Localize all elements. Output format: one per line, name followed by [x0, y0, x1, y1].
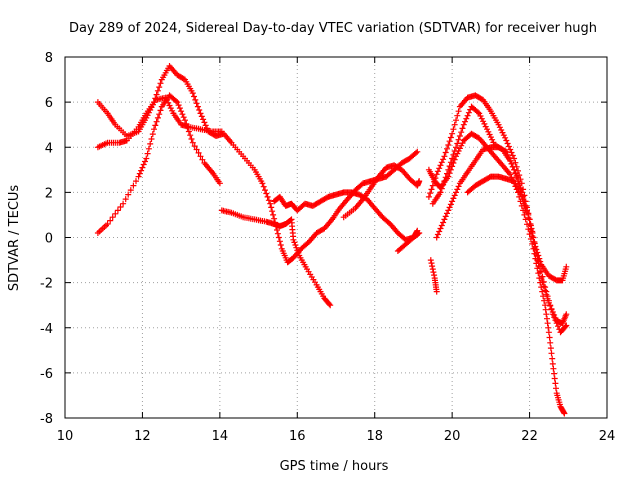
- data-series-track-5: [271, 189, 423, 243]
- data-point-markers: [271, 189, 423, 243]
- x-tick-label: 14: [212, 429, 229, 444]
- grid-layer: [65, 57, 607, 418]
- data-series-track-6: [340, 162, 423, 221]
- y-tick-label: 0: [45, 232, 53, 247]
- y-tick-label: 6: [45, 96, 53, 111]
- data-point-markers: [464, 173, 529, 214]
- y-tick-label: -6: [40, 367, 53, 382]
- data-point-markers: [394, 227, 421, 254]
- y-tick-label: 4: [45, 141, 53, 156]
- data-point-markers: [218, 207, 334, 309]
- data-layer: [94, 63, 570, 417]
- x-tick-label: 24: [599, 429, 616, 444]
- x-tick-label: 18: [366, 429, 383, 444]
- y-tick-label: 2: [45, 186, 53, 201]
- data-series-track-4: [218, 207, 334, 309]
- data-point-markers: [427, 257, 440, 295]
- data-series-track-13: [464, 173, 529, 214]
- x-tick-label: 22: [521, 429, 538, 444]
- data-point-markers: [94, 92, 223, 236]
- x-tick-label: 20: [444, 429, 461, 444]
- x-tick-label: 16: [289, 429, 306, 444]
- y-tick-label: -4: [40, 322, 53, 337]
- data-series-track-7: [394, 227, 421, 254]
- data-point-markers: [340, 162, 423, 221]
- x-tick-label: 12: [134, 429, 151, 444]
- y-tick-label: -2: [40, 277, 53, 292]
- x-axis-title: GPS time / hours: [280, 459, 389, 474]
- y-tick-label: 8: [45, 51, 53, 66]
- x-tick-label: 10: [57, 429, 74, 444]
- y-axis-title: SDTVAR / TECUs: [7, 185, 22, 292]
- data-point-markers: [94, 63, 421, 266]
- data-series-track-3: [94, 63, 421, 266]
- data-series-track-1: [94, 92, 223, 236]
- chart-title: Day 289 of 2024, Sidereal Day-to-day VTE…: [69, 21, 597, 36]
- y-tick-label: -8: [40, 412, 53, 427]
- data-series-track-8: [427, 257, 440, 295]
